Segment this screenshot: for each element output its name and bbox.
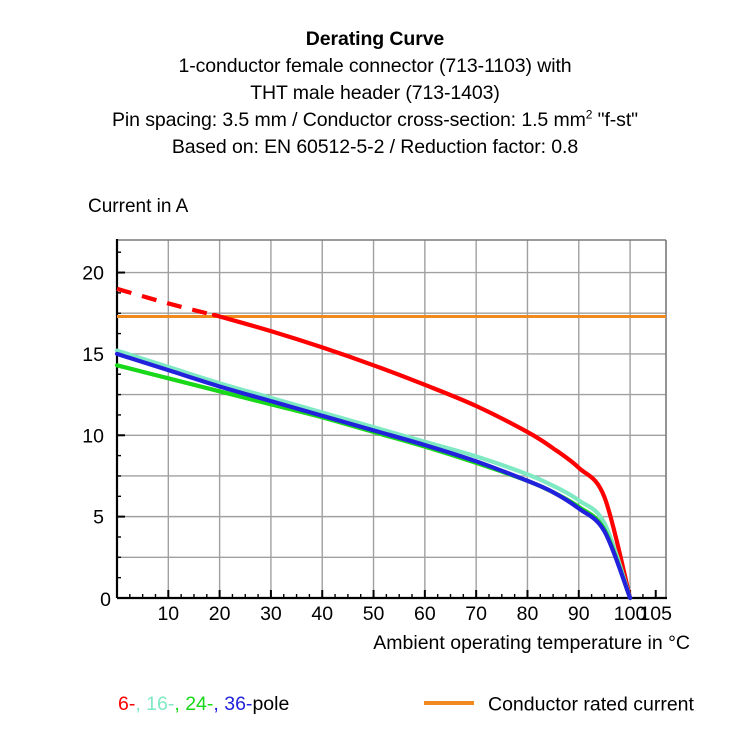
- y-tick-label: 20: [82, 263, 104, 285]
- x-tick-label: 90: [568, 603, 590, 625]
- x-tick-label: 80: [517, 603, 539, 625]
- square-superscript: 2: [585, 107, 593, 122]
- gridlines: [117, 240, 666, 598]
- series-line-16-pole: [114, 348, 633, 601]
- plot-frame: [115, 239, 667, 600]
- chart-legend: 6-, 16-, 24-, 36-pole Conductor rated cu…: [0, 693, 750, 725]
- data-series: [114, 286, 633, 601]
- legend-rated-current-swatch-icon: [424, 700, 474, 705]
- x-tick-label: 0: [100, 589, 111, 611]
- chart-subtitle-line-1: 1-conductor female connector (713-1103) …: [178, 55, 572, 77]
- axis-ticks: [116, 251, 657, 599]
- y-tick-label: 5: [93, 507, 104, 529]
- chart-title-block: Derating Curve 1-conductor female connec…: [0, 26, 750, 161]
- legend-item-6-pole: 6-: [118, 693, 136, 715]
- x-tick-label: 10: [157, 603, 179, 625]
- chart-subtitle-line-4: Based on: EN 60512-5-2 / Reduction facto…: [171, 136, 579, 158]
- series-line-36-pole: [114, 351, 633, 601]
- y-tick-label: 10: [82, 425, 104, 447]
- x-tick-label: 105: [639, 603, 672, 625]
- x-tick-label: 40: [311, 603, 333, 625]
- x-axis-title: Ambient operating temperature in °C: [373, 632, 690, 654]
- x-tick-label: 70: [465, 603, 487, 625]
- f-st-text: "f-st": [592, 109, 638, 131]
- legend-item-36-pole: , 36-: [213, 693, 253, 715]
- legend-item-24-pole: , 24-: [174, 693, 214, 715]
- series-line-6-pole-dashed: [116, 286, 216, 318]
- chart-subtitle-line-3: Pin spacing: 3.5 mm / Conductor cross-se…: [0, 107, 750, 134]
- x-tick-label: 30: [260, 603, 282, 625]
- legend-item-16-pole: , 16-: [135, 693, 175, 715]
- series-line-6-pole: [211, 312, 633, 601]
- legend-pole-series: 6-, 16-, 24-, 36-pole: [118, 693, 289, 716]
- x-tick-label: 20: [209, 603, 231, 625]
- x-tick-label: 50: [363, 603, 385, 625]
- chart-subtitle-line-2: THT male header (713-1403): [250, 82, 500, 104]
- y-axis-title: Current in A: [88, 196, 189, 217]
- chart-title: Derating Curve: [305, 28, 445, 50]
- x-tick-label: 100: [614, 603, 647, 625]
- x-tick-label: 60: [414, 603, 436, 625]
- y-tick-label: 15: [82, 344, 104, 366]
- legend-rated-current: Conductor rated current: [424, 693, 694, 716]
- legend-rated-current-label: Conductor rated current: [488, 693, 694, 716]
- legend-pole-word: pole: [252, 693, 290, 715]
- pin-spacing-text: Pin spacing: 3.5 mm / Conductor cross-se…: [112, 109, 586, 131]
